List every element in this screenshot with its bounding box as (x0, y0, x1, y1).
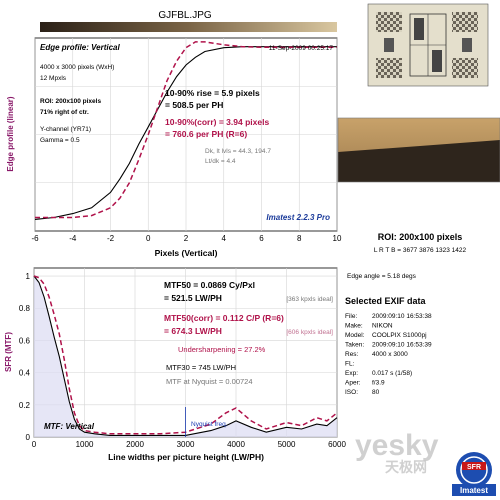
edge-profile-chart: -6 -4 -2 0 2 4 6 8 10 Edge profile: Vertical 11-… (6, 37, 342, 258)
y-tick-label: 0.4 (19, 369, 31, 378)
edge-grid (34, 38, 338, 231)
mtf-nyquist: MTF at Nyquist = 0.00724 (166, 377, 253, 386)
roi-lrtb: L R T B = 3677 3876 1323 1422 (374, 247, 467, 254)
imatest-brand: Imatest 2.2.3 Pro (266, 213, 330, 222)
edge-y-label: Edge profile (linear) (6, 96, 15, 171)
edge-datetime: 11-Sep-2009 00:25:17 (269, 45, 334, 52)
x-tick-label: 0 (32, 440, 37, 449)
exif-value: 0.017 s (1/58) (372, 370, 412, 377)
series-line-measured (34, 46, 337, 220)
x-tick-label: -2 (107, 234, 115, 243)
image-title: GJFBL.JPG (158, 10, 212, 21)
x-tick-label: 3000 (177, 440, 195, 449)
imatest-logo-text: Imatest (460, 486, 488, 495)
exif-key: FL: (345, 361, 355, 368)
mtf-fill (34, 276, 337, 437)
edge-series (34, 41, 337, 220)
corr-line: 10-90%(corr) = 3.94 pixels (165, 117, 269, 127)
x-tick-label: 5000 (278, 440, 296, 449)
y-tick-label: 0.2 (19, 401, 31, 410)
series-line-corrected (35, 41, 337, 219)
undersharpening: Undersharpening = 27.2% (178, 345, 266, 354)
mtf-x-label: Line widths per picture height (LW/PH) (108, 452, 264, 462)
x-tick-label: 8 (297, 234, 302, 243)
x-tick-label: 2000 (126, 440, 144, 449)
exif-key: File: (345, 313, 357, 320)
exif-title: Selected EXIF data (345, 296, 427, 306)
y-tick-label: 0.8 (19, 304, 31, 313)
x-tick-label: 0 (146, 234, 151, 243)
rise-ph: = 508.5 per PH (165, 100, 223, 110)
exif-value: NIKON (372, 323, 393, 330)
nyquist-label: Nyquist freq. (191, 421, 228, 428)
y-tick-label: 0 (26, 433, 31, 442)
mtf50c-lw: = 674.3 LW/PH (164, 326, 222, 336)
roi-crop (337, 117, 500, 183)
edge-info-1: 12 Mpxls (40, 75, 67, 82)
mtf-y-label: SFR (MTF) (4, 332, 13, 372)
imatest-logo: SFR Imatest (452, 452, 496, 496)
y-tick-label: 0.6 (19, 336, 31, 345)
yesky-watermark: yesky (355, 429, 439, 462)
mtf50-line: MTF50 = 0.0869 Cy/Pxl (164, 280, 255, 290)
exif-value: 2009:09:10 16:53:39 (372, 342, 432, 349)
exif-value: 4000 x 3000 (372, 351, 408, 358)
y-tick-label: 1 (26, 272, 31, 281)
exif-panel: Selected EXIF data File: 2009:09:10 16:53… (345, 296, 432, 396)
lt-dk-ratio: Lt/dk = 4.4 (205, 158, 236, 165)
x-tick-label: 4 (222, 234, 227, 243)
mtf50-ideal: [363 kpxls ideal] (286, 296, 333, 303)
edge-angle: Edge angle = 5.18 degs (347, 273, 417, 280)
series-line-corrected (33, 275, 338, 435)
exif-value: f/3.9 (372, 380, 385, 387)
exif-key: ISO: (345, 389, 358, 396)
exif-value: 2009:09:10 16:53:38 (372, 313, 432, 320)
x-tick-label: 4000 (227, 440, 245, 449)
x-tick-label: -4 (69, 234, 77, 243)
roi-title: ROI: 200x100 pixels (378, 232, 463, 242)
edge-x-label: Pixels (Vertical) (155, 248, 218, 258)
x-tick-label: 1000 (76, 440, 94, 449)
mtf50c-ideal: [606 kpxls ideal] (286, 329, 333, 336)
x-tick-label: 2 (184, 234, 189, 243)
exif-key: Make: (345, 323, 363, 330)
edge-panel-title: Edge profile: Vertical (40, 43, 121, 52)
exif-key: Res: (345, 351, 359, 358)
x-tick-label: -6 (31, 234, 39, 243)
exif-value: 80 (372, 389, 380, 396)
edge-tick-labels: -6 -4 -2 0 2 4 6 8 10 (31, 234, 342, 243)
mtf-chart: 0 1000 2000 3000 4000 5000 600000.20.40.60.81 … (4, 267, 347, 462)
mtf-area-fill (34, 276, 337, 437)
chart-thumbnail (367, 3, 489, 87)
exif-value: COOLPIX S1000pj (372, 332, 427, 339)
mtf-tick-labels: 0 1000 2000 3000 4000 5000 6000 0 0.2 0.4 0.6 0.8 1 (19, 272, 347, 449)
exif-key: Taken: (345, 342, 364, 349)
exif-key: Model: (345, 332, 365, 339)
corr-ph: = 760.6 per PH (R=6) (165, 129, 247, 139)
x-tick-label: 6000 (328, 440, 346, 449)
x-tick-label: 6 (259, 234, 264, 243)
series-line-measured (33, 275, 338, 436)
x-tick-label: 10 (333, 234, 342, 243)
gradient-bar (40, 22, 337, 32)
mtf-series (33, 275, 338, 436)
edge-info-0: 4000 x 3000 pixels (WxH) (40, 64, 114, 71)
imatest-logo-sfr: SFR (467, 464, 481, 471)
exif-rows: File: 2009:09:10 16:53:38 Make: NIKON Model:… (345, 313, 432, 396)
mtf30-line: MTF30 = 745 LW/PH (166, 363, 236, 372)
edge-info-4: Y-channel (YR71) (40, 126, 91, 133)
mtf50c-line: MTF50(corr) = 0.112 C/P (R=6) (164, 313, 284, 323)
rise-line: 10-90% rise = 5.9 pixels (165, 88, 260, 98)
exif-key: Aper: (345, 380, 361, 387)
edge-info-3: 71% right of ctr. (40, 109, 89, 116)
dk-levels: Dk, lt lvls = 44.3, 194.7 (205, 148, 271, 155)
yesky-cn-watermark: 天极网 (385, 459, 427, 475)
exif-key: Exp: (345, 370, 358, 377)
mtf50-lw: = 521.5 LW/PH (164, 293, 222, 303)
edge-info-5: Gamma = 0.5 (40, 137, 80, 144)
mtf-panel-title: MTF: Vertical (44, 422, 95, 431)
edge-info-2: ROI: 200x100 pixels (40, 98, 101, 105)
